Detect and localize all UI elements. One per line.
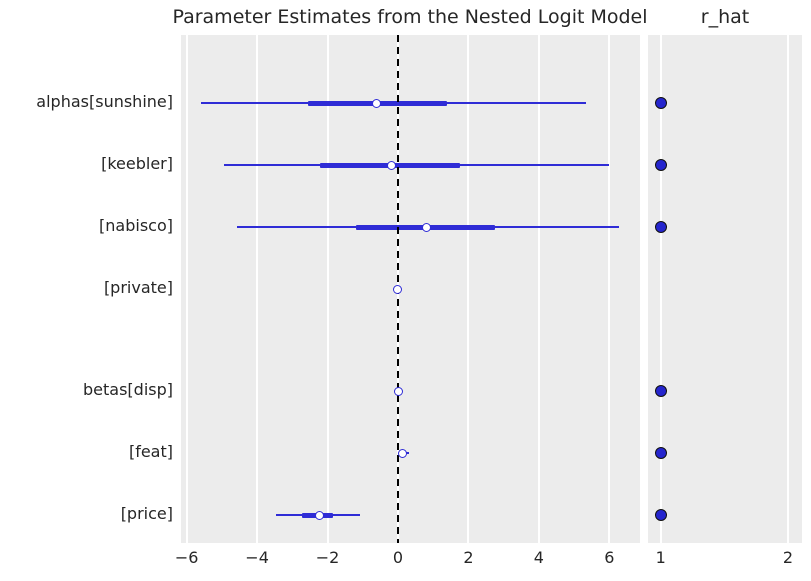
rhat-panel-title: r_hat — [700, 6, 750, 28]
x-tick-label: −6 — [174, 548, 199, 567]
gridline — [467, 35, 470, 543]
median-marker — [372, 98, 382, 108]
x-tick-label: −2 — [315, 548, 340, 567]
gridline — [185, 35, 188, 543]
median-marker — [393, 284, 403, 294]
rhat-dot — [654, 447, 667, 459]
rhat-dot — [654, 159, 667, 171]
gridline — [608, 35, 611, 543]
plot-title: Parameter Estimates from the Nested Logi… — [172, 6, 648, 28]
median-marker — [397, 448, 407, 458]
y-tick-label: [private] — [103, 278, 173, 297]
x-tick-label: 2 — [463, 548, 474, 567]
y-tick-label: [feat] — [128, 442, 173, 461]
y-tick-label: [price] — [120, 504, 173, 523]
x-tick-label: 0 — [392, 548, 404, 567]
gridline — [537, 35, 540, 543]
gridline — [659, 35, 662, 543]
x-tick-label: 6 — [604, 548, 615, 567]
median-marker — [421, 222, 431, 232]
estimates-panel — [181, 35, 640, 543]
rhat-dot — [654, 221, 667, 233]
gridline — [256, 35, 259, 543]
gridline — [326, 35, 329, 543]
y-tick-label: alphas[sunshine] — [36, 92, 173, 111]
median-marker — [393, 386, 403, 396]
median-marker — [387, 160, 397, 170]
y-tick-label: betas[disp] — [83, 380, 173, 399]
rhat-dot — [654, 97, 667, 109]
rhat-dot — [654, 385, 667, 397]
median-marker — [314, 510, 324, 520]
x-tick-label: 1 — [655, 548, 666, 567]
rhat-panel — [648, 35, 802, 543]
x-tick-label: 4 — [533, 548, 544, 567]
x-tick-label: 2 — [782, 548, 794, 567]
gridline — [787, 35, 789, 543]
y-tick-label: [keebler] — [101, 154, 173, 173]
y-tick-label: [nabisco] — [99, 216, 173, 235]
x-tick-label: −4 — [245, 548, 269, 567]
rhat-dot — [654, 509, 667, 521]
